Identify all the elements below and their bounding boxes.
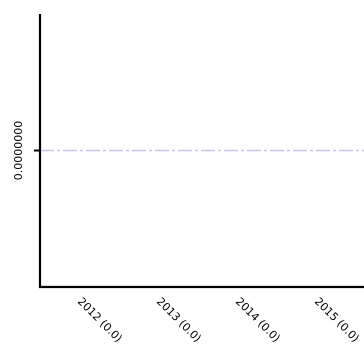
x-tick-label: 2012 (0.0): [75, 295, 125, 345]
x-tick-label: 2015 (0.0): [312, 295, 362, 345]
x-tick-label: 2014 (0.0): [233, 295, 283, 345]
x-tick-label: 2013 (0.0): [154, 295, 204, 345]
x-axis-ticks: 2012 (0.0) 2013 (0.0) 2014 (0.0) 2015 (0.0): [75, 295, 362, 345]
y-axis-ticks: 0.0000000: [12, 121, 40, 181]
y-tick-label: 0.0000000: [12, 121, 25, 181]
